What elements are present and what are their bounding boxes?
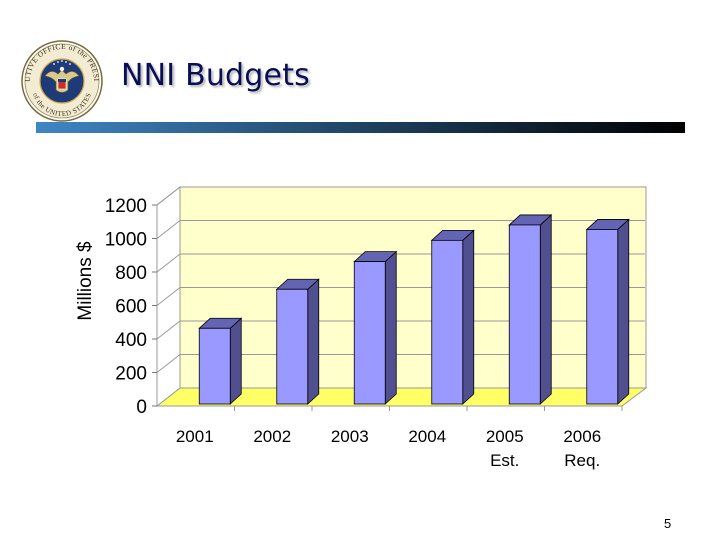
page-number: 5 — [664, 516, 672, 531]
y-tick-label: 600 — [115, 297, 147, 318]
x-tick-label: Req. — [564, 451, 600, 470]
seal-stars — [53, 60, 71, 65]
gridline-depth — [156, 220, 181, 239]
x-tick-label: 2005 — [486, 427, 524, 446]
x-axis: 2001 2002 2003 2004 2005 Est. 2006 Req. — [157, 405, 623, 470]
bar-side — [617, 218, 630, 405]
gridline-depth — [156, 186, 181, 206]
slide-title: NNI Budgets — [121, 58, 310, 93]
x-tick-label: 2006 — [563, 427, 601, 446]
bar — [353, 261, 386, 405]
bar-side — [229, 317, 242, 405]
y-tick-label: 800 — [115, 263, 147, 284]
x-tick-label: Est. — [490, 451, 519, 470]
bar-side — [307, 278, 320, 405]
x-tick-label: 2001 — [176, 427, 214, 446]
gridline-depth — [156, 354, 181, 373]
bars — [198, 214, 630, 405]
gridline-depth — [156, 287, 181, 306]
x-tick-label: 2004 — [408, 427, 446, 446]
gridline-depth — [156, 253, 181, 273]
bar — [198, 327, 231, 405]
x-tick-label: 2002 — [253, 427, 291, 446]
bar — [431, 239, 464, 405]
y-tick-label: 200 — [115, 364, 147, 385]
x-tick-label: 2003 — [331, 427, 369, 446]
gridline-depth — [156, 320, 181, 340]
bar-side — [462, 229, 475, 405]
title-underline-bar — [36, 122, 685, 133]
bar-side — [539, 214, 552, 405]
y-tick-label: 1200 — [105, 196, 147, 217]
y-tick-label: 0 — [136, 397, 147, 418]
executive-office-seal-logo: EXECUTIVE OFFICE of the PRESIDENT of the… — [18, 40, 103, 122]
bar — [276, 288, 309, 405]
y-tick-label: 400 — [115, 330, 147, 351]
bar — [508, 224, 541, 405]
bar — [586, 229, 619, 405]
y-tick-label: 1000 — [105, 230, 147, 251]
bar-side — [384, 250, 397, 405]
y-axis: 0 200 400 600 800 1000 1200 — [105, 196, 157, 418]
gridlines — [156, 186, 645, 373]
y-axis-title: Millions $ — [75, 241, 96, 321]
eagle-icon — [44, 66, 80, 93]
